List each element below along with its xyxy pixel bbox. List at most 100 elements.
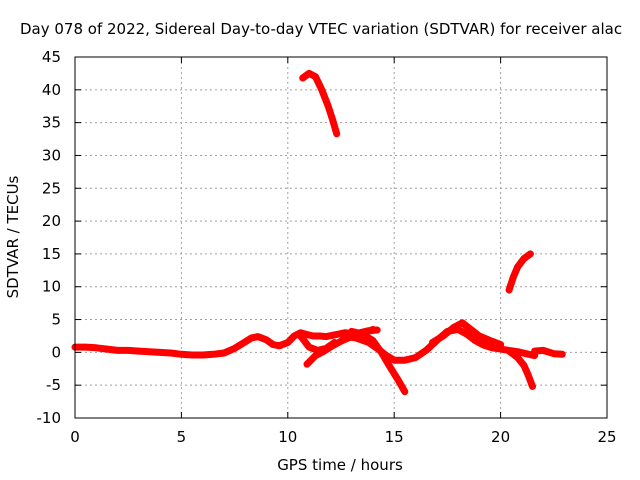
- data-point: [316, 332, 323, 340]
- y-tick-label: 0: [51, 343, 61, 361]
- series-line-upper-arc-11: [299, 69, 341, 138]
- data-point: [312, 352, 319, 359]
- x-tick-label: 25: [597, 428, 616, 446]
- data-point: [412, 354, 419, 361]
- data-point: [325, 103, 332, 110]
- data-point: [167, 349, 174, 357]
- data-point: [510, 273, 517, 281]
- data-point: [297, 332, 304, 340]
- x-axis-label: GPS time / hours: [277, 456, 403, 474]
- data-point: [497, 341, 504, 348]
- data-point: [348, 328, 355, 335]
- plot-frame: [74, 56, 608, 419]
- data-point: [514, 354, 521, 361]
- series-line-arc-20-21: [505, 250, 534, 294]
- data-point: [337, 338, 345, 345]
- y-axis-label: SDTVAR / TECUs: [4, 175, 22, 298]
- data-point: [439, 332, 447, 340]
- axis-ticks: 0 5 10 15 20 25 -10 -5 0 5 10 15 20 25 30 35 40 45: [37, 48, 617, 446]
- data-point: [359, 330, 366, 338]
- series-line-late-trace: [531, 346, 566, 358]
- data-point: [382, 351, 389, 359]
- data-point: [125, 347, 132, 354]
- data-point: [320, 347, 328, 355]
- data-point: [365, 339, 372, 346]
- data-point: [540, 347, 547, 354]
- data-point: [339, 332, 347, 340]
- data-point: [386, 363, 394, 370]
- data-point: [559, 351, 566, 358]
- data-point: [156, 349, 164, 356]
- data-point: [429, 339, 436, 346]
- data-point: [231, 345, 238, 352]
- data-point: [82, 343, 89, 351]
- data-point: [471, 337, 479, 344]
- data-point: [395, 377, 402, 384]
- data-point: [520, 255, 528, 262]
- data-point: [505, 286, 513, 294]
- data-point: [114, 347, 121, 354]
- data-point: [178, 351, 185, 358]
- data-point: [269, 341, 277, 348]
- data-point: [520, 362, 528, 369]
- y-tick-label: 5: [51, 311, 61, 329]
- data-point: [422, 347, 430, 354]
- data-point: [463, 330, 470, 338]
- data-point: [318, 86, 325, 94]
- data-point: [291, 332, 298, 340]
- data-point: [525, 372, 532, 379]
- x-tick-label: 0: [70, 428, 80, 446]
- data-point: [529, 383, 536, 390]
- y-tick-label: 25: [42, 179, 61, 197]
- x-tick-label: 10: [278, 428, 297, 446]
- series-group: [71, 69, 566, 396]
- data-point: [220, 349, 228, 357]
- data-point: [299, 74, 306, 82]
- data-point: [505, 347, 513, 355]
- data-point: [480, 341, 487, 349]
- data-point: [488, 344, 496, 351]
- data-point: [284, 339, 291, 346]
- y-tick-label: 45: [42, 48, 61, 66]
- series-line-afternoon-trace: [339, 325, 539, 364]
- data-point: [550, 350, 557, 357]
- data-point: [199, 351, 206, 359]
- data-point: [369, 326, 377, 333]
- data-point: [391, 357, 398, 364]
- x-tick-label: 15: [385, 428, 404, 446]
- data-point: [527, 250, 534, 258]
- data-point: [93, 344, 100, 351]
- data-point: [135, 347, 142, 355]
- data-point: [310, 332, 317, 340]
- data-point: [522, 350, 530, 357]
- y-tick-label: 20: [42, 212, 61, 230]
- data-point: [276, 342, 283, 349]
- data-point: [459, 319, 466, 326]
- y-tick-label: 15: [42, 245, 61, 263]
- y-tick-label: -5: [46, 376, 61, 394]
- data-point: [401, 388, 408, 395]
- data-point: [305, 343, 313, 351]
- data-point: [401, 357, 408, 364]
- data-point: [352, 334, 360, 342]
- data-point: [374, 345, 381, 352]
- data-point: [242, 338, 249, 346]
- data-point: [210, 351, 217, 358]
- data-point: [188, 351, 196, 359]
- data-point: [329, 342, 336, 349]
- grid: [75, 57, 607, 418]
- data-point: [103, 345, 111, 353]
- data-point: [467, 326, 474, 333]
- data-point: [329, 332, 336, 339]
- data-point: [305, 70, 313, 77]
- data-point: [248, 334, 255, 342]
- data-point: [312, 73, 319, 80]
- data-point: [329, 116, 336, 123]
- data-point: [146, 348, 153, 355]
- data-point: [333, 130, 340, 137]
- chart-title: Day 078 of 2022, Sidereal Day-to-day VTE…: [20, 20, 622, 38]
- data-point: [531, 347, 538, 355]
- y-tick-label: 35: [42, 114, 61, 132]
- x-tick-label: 20: [491, 428, 510, 446]
